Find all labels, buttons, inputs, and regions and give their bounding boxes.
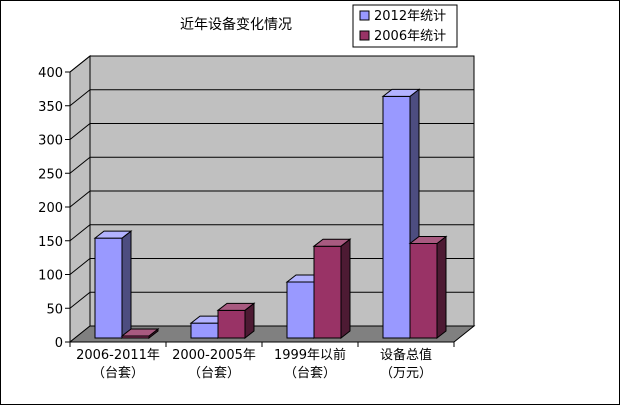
legend: 2012年统计 2006年统计 xyxy=(352,4,458,48)
x-category-label: （台套） xyxy=(188,365,240,381)
legend-swatch-2012 xyxy=(359,10,370,21)
x-category-label: （万元） xyxy=(380,366,432,381)
bars xyxy=(93,88,448,340)
legend-box xyxy=(352,4,458,48)
gridline xyxy=(69,55,474,73)
bar-1-3 xyxy=(408,235,448,340)
y-tick-label: 300 xyxy=(38,134,63,149)
legend-label-2006: 2006年统计 xyxy=(374,29,446,44)
gridline xyxy=(69,224,474,242)
bar-1-2 xyxy=(312,238,352,340)
x-category-label: 2000-2005年 xyxy=(172,348,256,363)
y-axis: 0 50 100 150 200 250 300 350 400 xyxy=(38,66,455,351)
y-tick-label: 100 xyxy=(38,269,63,284)
y-tick-label: 0 xyxy=(55,336,63,351)
x-category-label: 1999年以前 xyxy=(274,347,346,363)
x-category-label: 2006-2011年 xyxy=(76,348,160,363)
y-tick-label: 50 xyxy=(46,302,63,317)
bar-1-0 xyxy=(120,327,160,340)
legend-label-2012: 2012年统计 xyxy=(374,9,446,24)
gridline xyxy=(69,190,474,208)
x-category-label: 设备总值 xyxy=(380,347,432,363)
y-tick-label: 350 xyxy=(38,100,63,115)
y-tick-label: 400 xyxy=(38,66,63,81)
gridline xyxy=(69,89,474,107)
x-category-label: （台套） xyxy=(92,365,144,381)
bar-1-1 xyxy=(216,302,256,340)
y-tick-label: 200 xyxy=(38,201,63,216)
legend-swatch-2006 xyxy=(359,30,370,41)
gridline xyxy=(69,156,474,174)
x-category-label: （台套） xyxy=(284,365,336,381)
y-tick-label: 150 xyxy=(38,235,63,250)
chart-title: 近年设备变化情况 xyxy=(180,16,292,33)
bar-0-0 xyxy=(93,230,133,340)
x-axis-labels: 2006-2011年 （台套） 2000-2005年 （台套） 1999年以前 （台套） 设… xyxy=(76,347,432,381)
y-tick-label: 250 xyxy=(38,167,63,182)
gridline xyxy=(69,123,474,140)
